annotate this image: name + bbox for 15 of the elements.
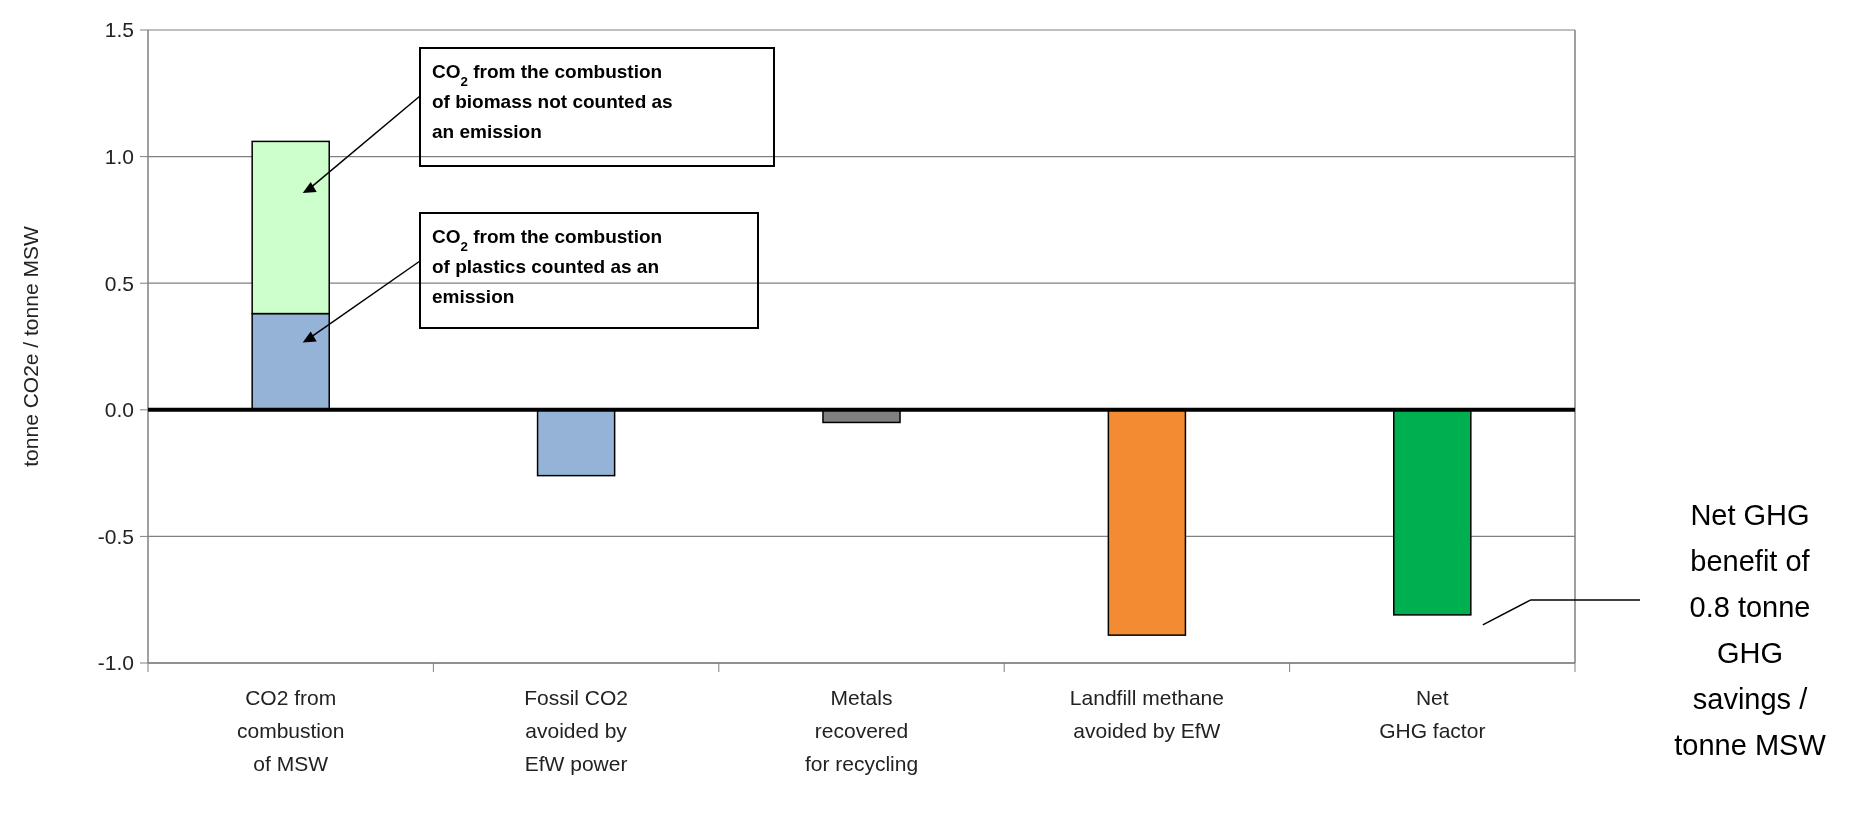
y-axis-title: tonne CO2e / tonne MSW (19, 226, 42, 467)
y-tick-label: 1.0 (104, 144, 134, 168)
x-tick-label: Metals recovered for recycling (804, 686, 919, 775)
y-tick-label: -0.5 (97, 524, 134, 548)
y-tick-label: 0.5 (104, 271, 134, 295)
x-tick-label: Landfill methane avoided by EfW (1069, 686, 1224, 742)
x-tick-label: Net GHG factor (1379, 686, 1486, 742)
x-tick-label: Fossil CO2 avoided by EfW power (524, 686, 629, 775)
x-tick-label: CO2 from combustion of MSW (237, 686, 345, 775)
y-tick-label: -1.0 (97, 651, 134, 675)
annotation: CO$_{2}$ from the combustion of plastics counted as an emission (432, 226, 663, 307)
y-tick-label: 0.0 (104, 398, 134, 422)
text: Net GHG benefit of 0.8 tonne GHG savings / tonne MSW (1674, 498, 1827, 761)
y-tick-label: 1.5 (104, 18, 134, 42)
annotation: CO$_{2}$ from the combustion of biomass not counted as an emission (432, 61, 673, 142)
